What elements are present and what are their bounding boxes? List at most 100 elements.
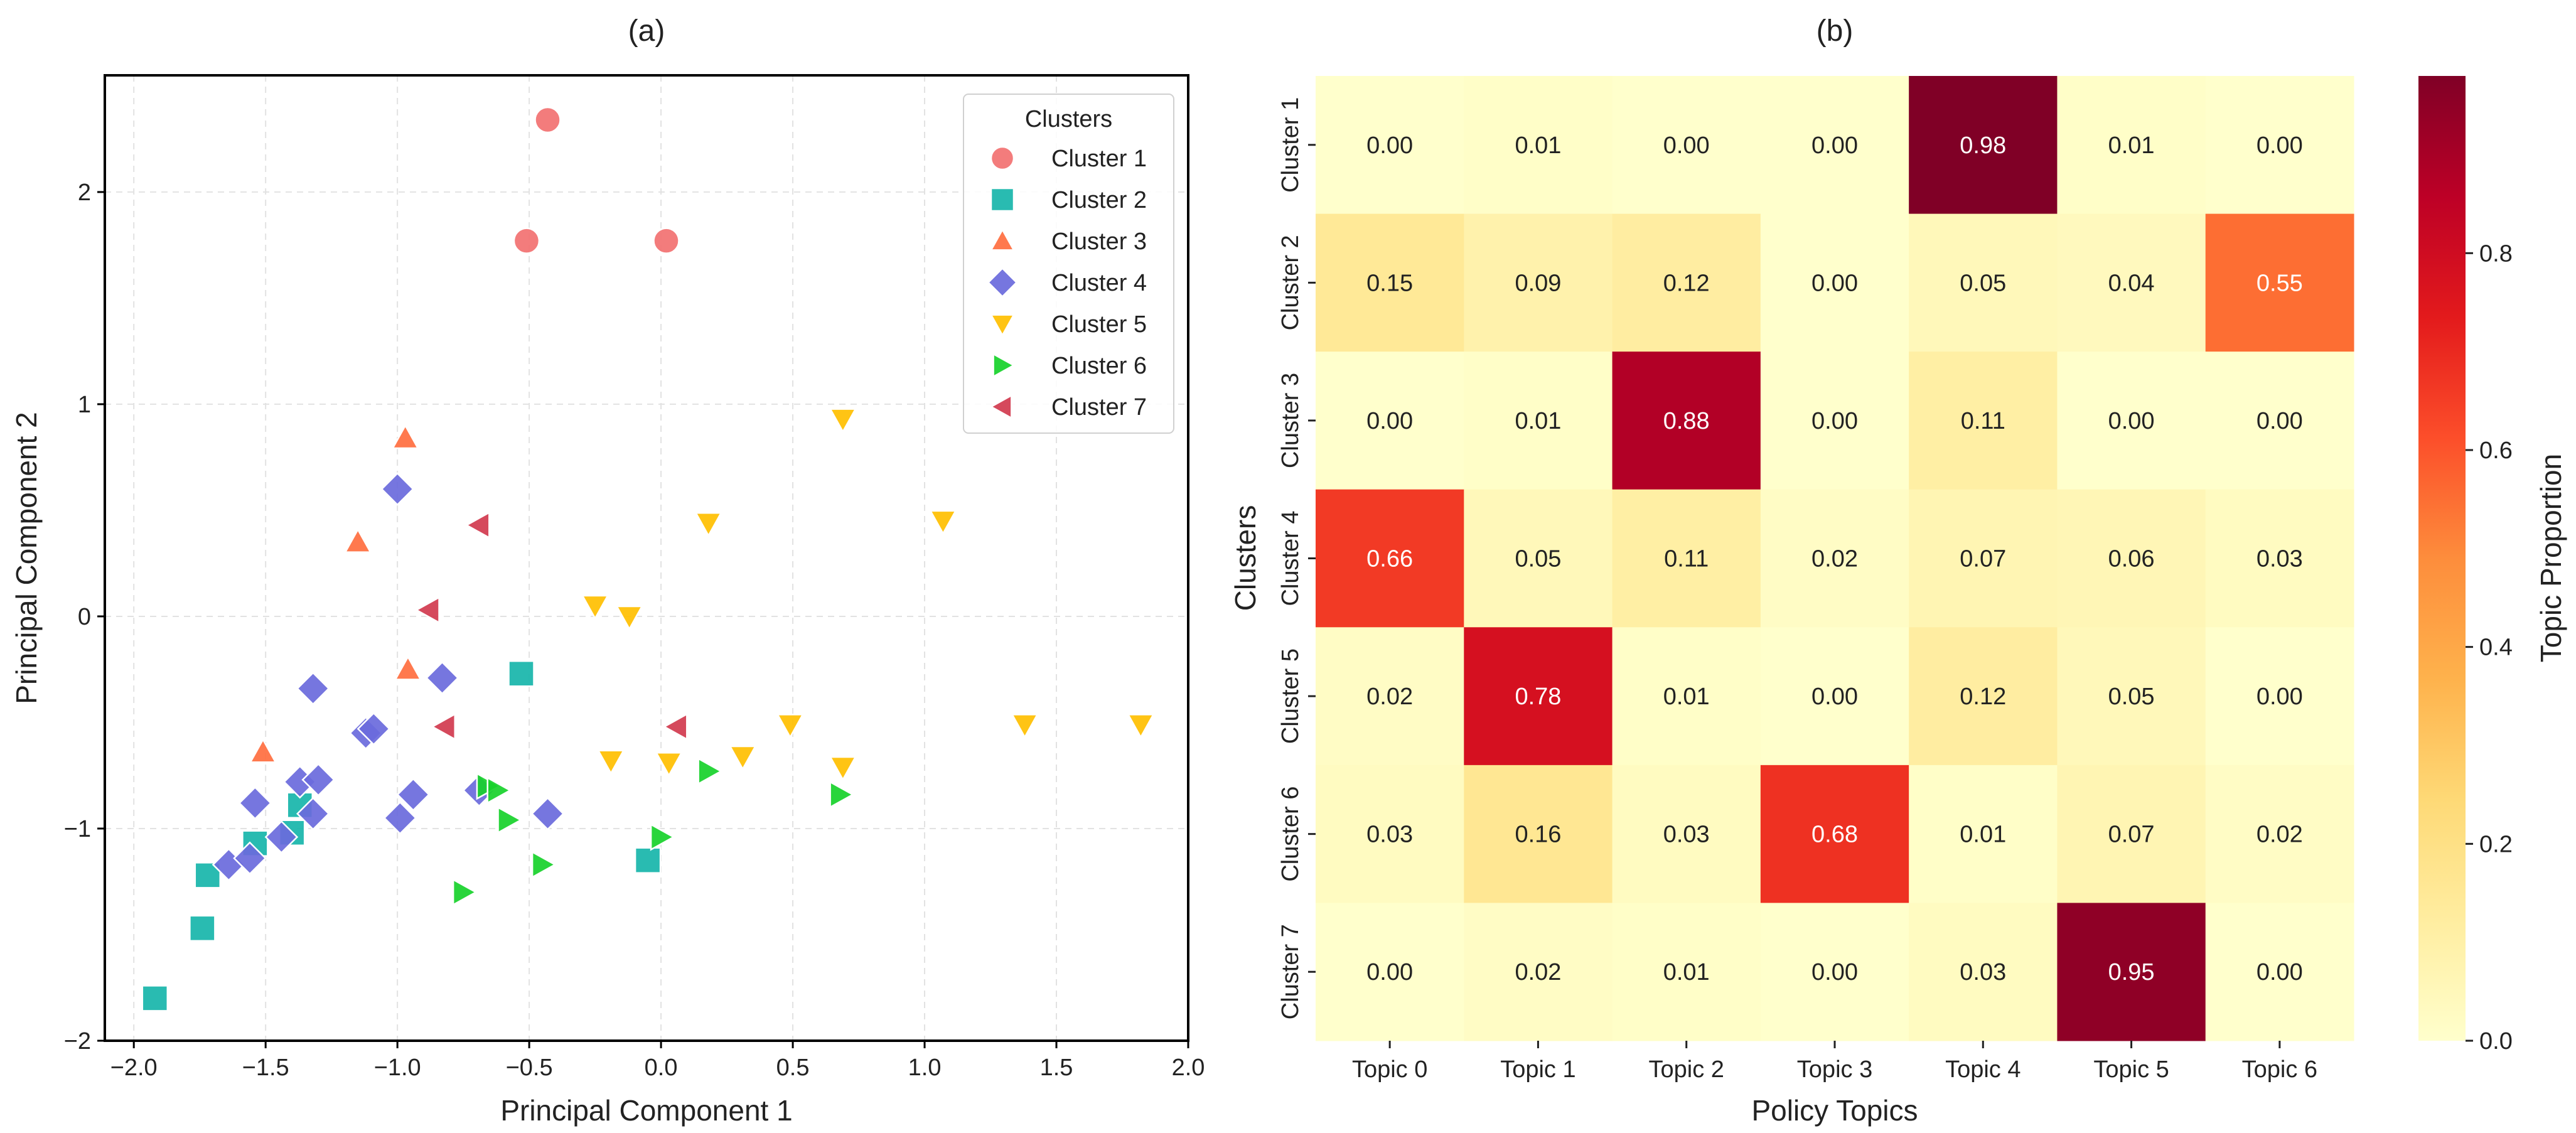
cluster-4-point — [296, 797, 330, 831]
y-tick-label: 0 — [78, 604, 91, 630]
cluster-4-point — [380, 472, 414, 506]
heatmap-cell-value: 0.01 — [1663, 684, 1710, 710]
heatmap-cell — [1760, 213, 1909, 352]
heatmap-cell-value: 0.06 — [2108, 546, 2155, 572]
heatmap-cell-value: 0.00 — [1811, 132, 1858, 159]
cluster-3-point — [391, 424, 419, 449]
heatmap-cell — [1464, 213, 1613, 352]
heatmap-cell-value: 0.02 — [1366, 684, 1413, 710]
heatmap-x-label: Policy Topics — [1751, 1094, 1918, 1127]
cluster-5-point — [929, 510, 957, 535]
heatmap-cell — [1760, 903, 1909, 1041]
x-tick-label: −0.5 — [506, 1055, 553, 1081]
heatmap-cell — [1464, 76, 1613, 215]
heatmap-cell — [1316, 352, 1464, 490]
heatmap-y-tick-label: Cluster 3 — [1277, 373, 1304, 468]
heatmap-cell — [1612, 352, 1761, 490]
heatmap-cell — [2205, 76, 2354, 215]
legend-label: Cluster 4 — [1051, 270, 1147, 296]
heatmap-cells: 0.00 0.01 0.00 0.00 0.98 0.01 0.00 0.15 0.09 0.12… — [1316, 76, 2354, 1041]
x-tick-label: −2.0 — [110, 1055, 158, 1081]
cluster-4-point — [396, 778, 431, 812]
heatmap-cell — [2205, 627, 2354, 766]
heatmap-cell — [1909, 352, 2058, 490]
heatmap-cell — [1909, 903, 2058, 1041]
scatter-title: (a) — [628, 14, 665, 48]
heatmap-cell-value: 0.11 — [1961, 408, 2005, 434]
heatmap-y-tick-label: Cluster 2 — [1277, 235, 1304, 330]
heatmap-ticks: Topic 0 Topic 1 Topic 2 Topic 3 Topic 4 Topic… — [1277, 97, 2317, 1083]
heatmap-y-tick-label: Cluster 5 — [1277, 648, 1304, 744]
heatmap-cell-value: 0.55 — [2257, 270, 2303, 296]
legend-title: Clusters — [1025, 106, 1112, 132]
cluster-5-point — [1127, 714, 1155, 739]
heatmap-cell-value: 0.00 — [1811, 270, 1858, 296]
y-tick-label: −1 — [64, 816, 91, 842]
heatmap-cell-value: 0.02 — [1811, 546, 1858, 572]
heatmap-cell-value: 0.01 — [1515, 408, 1561, 434]
heatmap-cell-value: 0.78 — [1515, 684, 1561, 710]
cluster-2-point — [634, 847, 662, 874]
heatmap-cell-value: 0.01 — [1663, 959, 1710, 985]
legend-marker-cluster-7 — [989, 394, 1012, 420]
colorbar-bar — [2418, 76, 2466, 1041]
cluster-4-point — [238, 786, 272, 820]
heatmap-cell — [1760, 352, 1909, 490]
heatmap-cell — [2205, 213, 2354, 352]
cluster-1-point — [534, 106, 561, 134]
heatmap-cell-value: 0.00 — [1811, 684, 1858, 710]
heatmap-cell-value: 0.00 — [2108, 408, 2155, 434]
cluster-5-point — [655, 751, 683, 777]
cluster-5-point — [729, 745, 757, 771]
heatmap-cell-value: 0.02 — [1515, 959, 1561, 985]
heatmap-cell-value: 0.00 — [1663, 132, 1710, 159]
cluster-5-point — [581, 594, 609, 620]
heatmap-cell-value: 0.03 — [1663, 822, 1710, 848]
heatmap-cell — [2057, 352, 2206, 490]
heatmap-cell-value: 0.01 — [1515, 132, 1561, 159]
y-tick-label: 1 — [78, 392, 91, 418]
heatmap-x-tick-label: Topic 4 — [1945, 1056, 2021, 1083]
heatmap-cell-value: 0.16 — [1515, 822, 1561, 848]
heatmap-cell-value: 0.00 — [1811, 408, 1858, 434]
legend-marker-cluster-4 — [987, 267, 1018, 298]
heatmap-x-tick-label: Topic 1 — [1500, 1056, 1575, 1083]
heatmap-cell-value: 0.12 — [1663, 270, 1710, 296]
heatmap-cell-value: 0.98 — [1960, 132, 2006, 159]
cluster-2-point — [141, 985, 169, 1012]
scatter-panel: (a) −2.0 −1.5 −1.0 −0.5 0.0 0.5 1.0 1.5 2.0 −2 −1 0… — [10, 14, 1205, 1127]
legend-marker-cluster-6 — [992, 352, 1016, 379]
legend-marker-cluster-1 — [990, 146, 1015, 171]
heatmap-cell — [1464, 627, 1613, 766]
heatmap-cell — [2205, 765, 2354, 903]
y-tick-label: −2 — [64, 1028, 91, 1055]
scatter-y-label: Principal Component 2 — [10, 412, 43, 704]
heatmap-y-tick-label: Cluster 4 — [1277, 510, 1304, 606]
legend-label: Cluster 3 — [1051, 228, 1147, 255]
cluster-4-point — [357, 712, 391, 746]
heatmap-title: (b) — [1817, 14, 1854, 48]
heatmap-y-label: Clusters — [1229, 505, 1262, 611]
heatmap-cell — [1464, 903, 1613, 1041]
heatmap-cell — [1760, 489, 1909, 628]
cluster-5-point — [1011, 714, 1039, 739]
heatmap-cell — [1612, 213, 1761, 352]
cluster-7-point — [464, 511, 490, 539]
heatmap-cell — [1316, 213, 1464, 352]
heatmap-cell-value: 0.00 — [1366, 132, 1413, 159]
cluster-6-point — [650, 823, 675, 851]
heatmap-cell-value: 0.00 — [1366, 959, 1413, 985]
cluster-7-point — [414, 596, 440, 624]
colorbar-tick-label: 0.0 — [2479, 1028, 2513, 1055]
heatmap-cell-value: 0.12 — [1960, 684, 2006, 710]
heatmap-cell-value: 0.02 — [2257, 822, 2303, 848]
heatmap-cell-value: 0.04 — [2108, 270, 2155, 296]
cluster-3-point — [344, 528, 372, 553]
heatmap-cell — [1316, 765, 1464, 903]
heatmap-cell-value: 0.00 — [2257, 959, 2303, 985]
cluster-6-point — [452, 878, 478, 906]
cluster-5-point — [694, 512, 722, 537]
heatmap-cell — [2057, 76, 2206, 215]
cluster-6-point — [829, 780, 855, 809]
